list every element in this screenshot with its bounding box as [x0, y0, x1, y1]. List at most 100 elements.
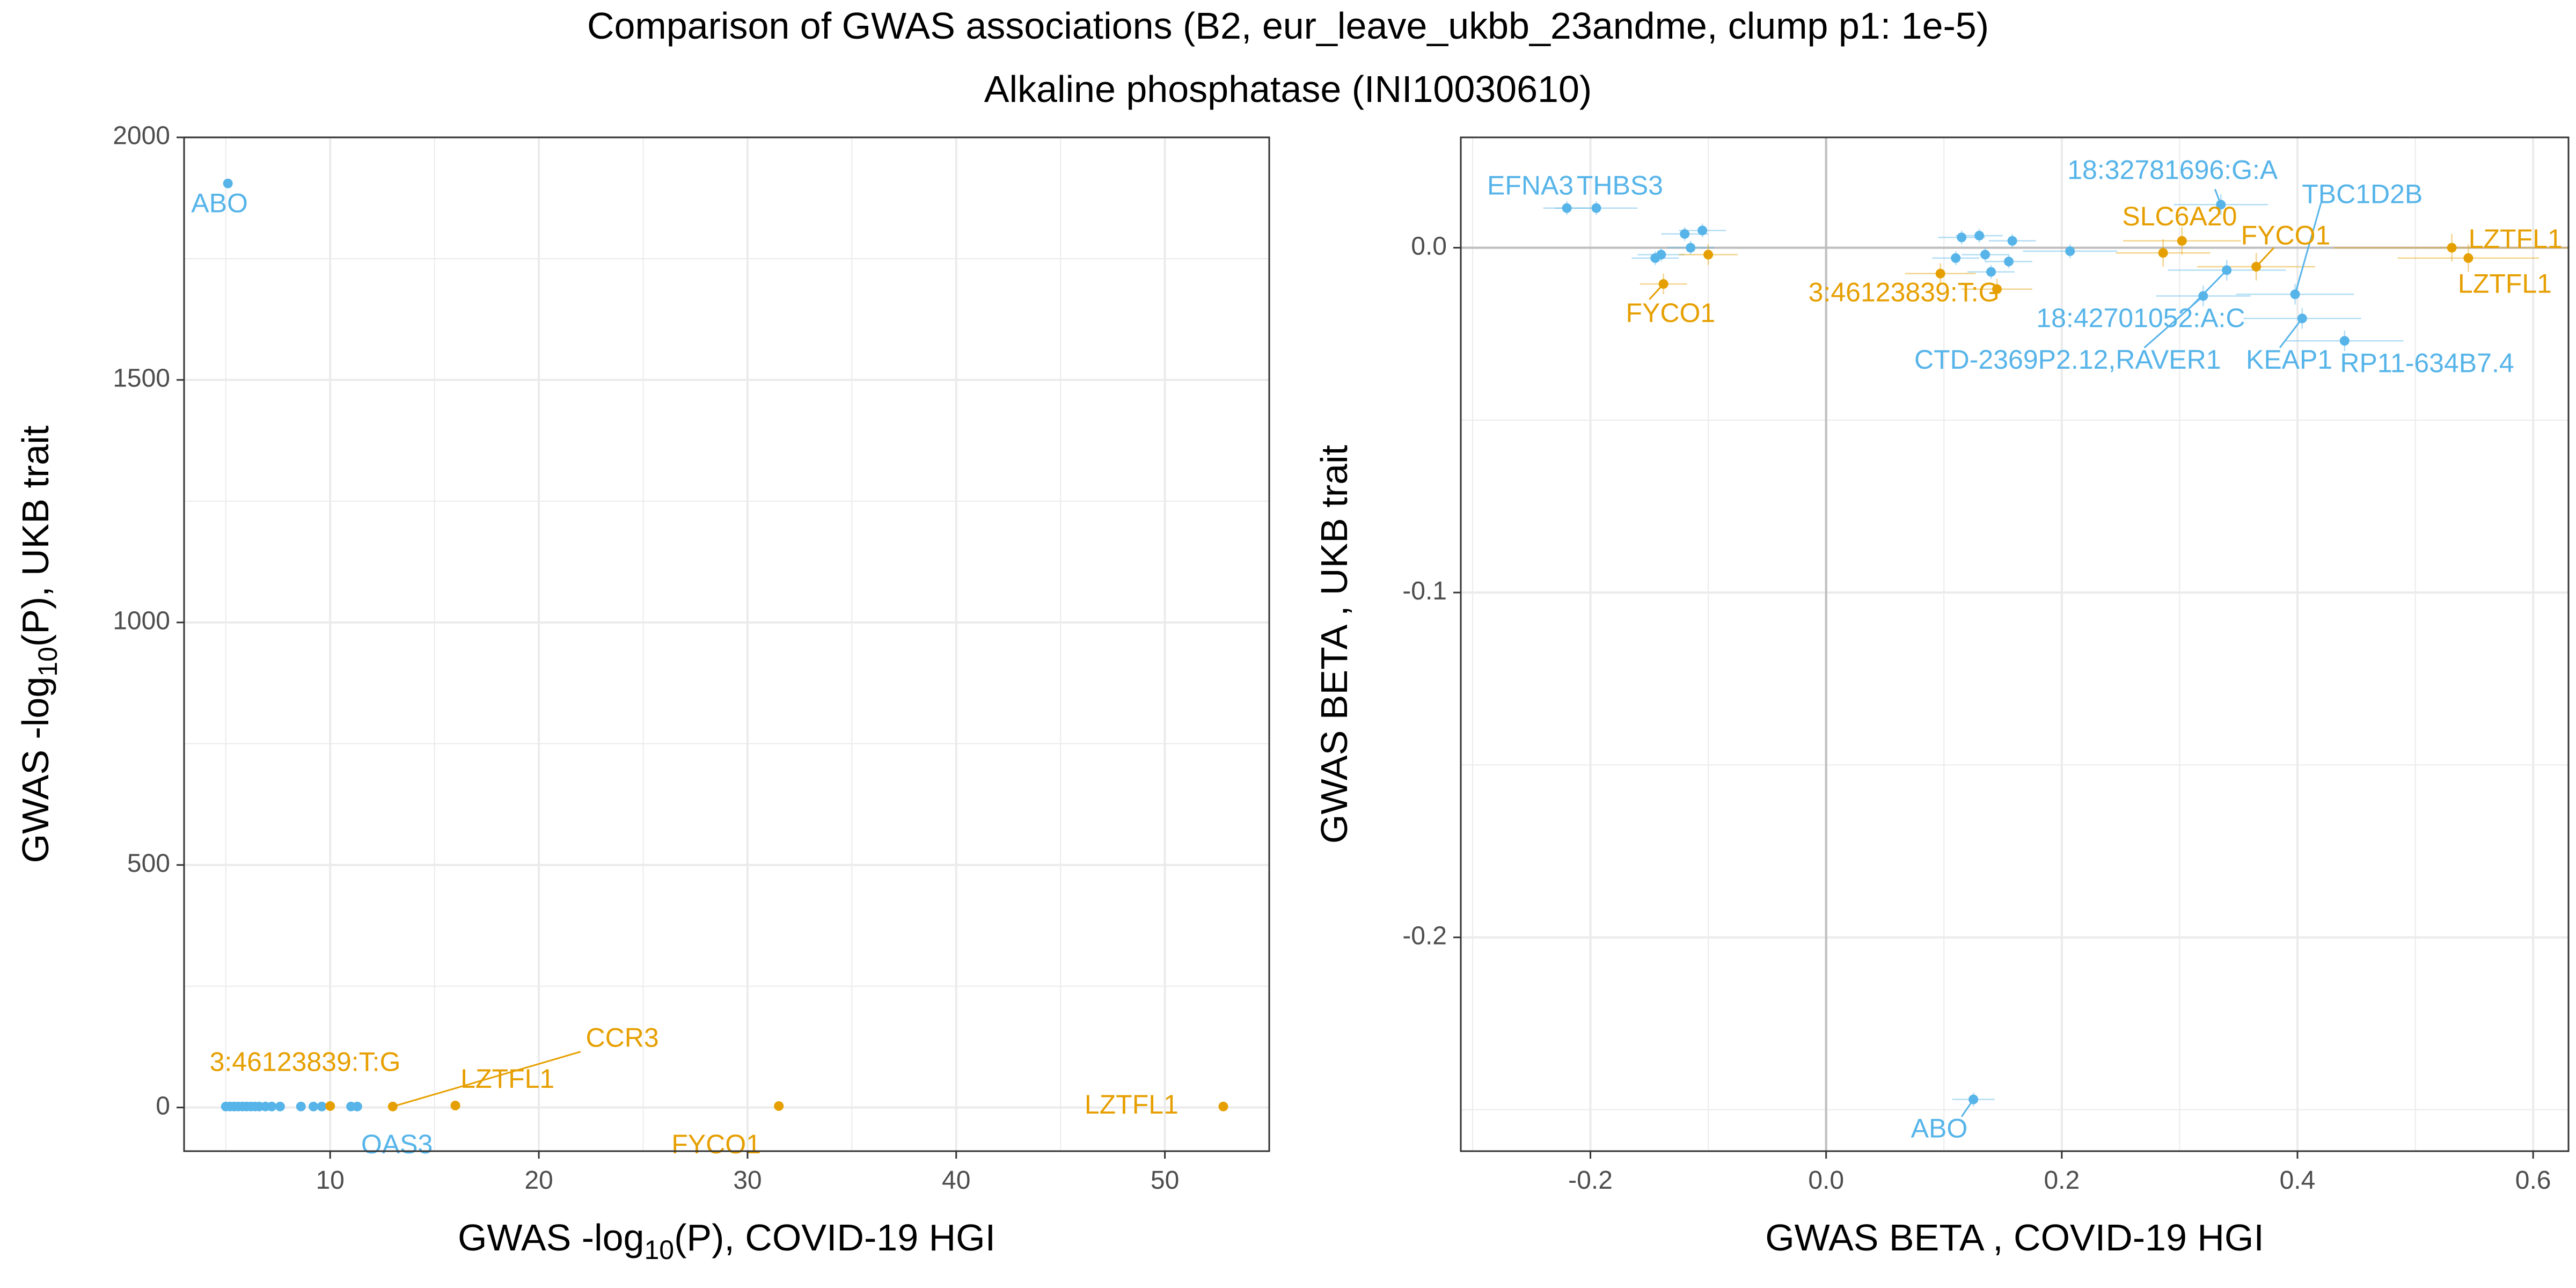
x-axis-title: GWAS BETA , COVID-19 HGI — [1765, 1217, 2264, 1258]
y-tick-label: 0 — [156, 1092, 170, 1120]
point-label: FYCO1 — [1626, 298, 1715, 328]
data-point — [2158, 248, 2168, 258]
x-tick-label: -0.2 — [1568, 1166, 1613, 1195]
point-label: SLC6A20 — [2122, 201, 2237, 231]
x-tick-label: 10 — [316, 1166, 344, 1195]
y-axis-title: GWAS BETA , UKB trait — [1313, 445, 1355, 844]
point-label: CTD-2369P2.12,RAVER1 — [1914, 345, 2221, 375]
point-label: KEAP1 — [2246, 345, 2332, 375]
point-label: EFNA3 — [1487, 170, 1574, 200]
y-tick-label: 500 — [127, 849, 170, 877]
point-label: ABO — [1911, 1114, 1968, 1144]
y-axis-title-subscript: 10 — [33, 647, 63, 677]
x-tick-label: 30 — [733, 1166, 762, 1195]
y-tick-label: 0.0 — [1411, 232, 1447, 260]
data-point — [1957, 232, 1967, 243]
data-point — [2216, 200, 2226, 210]
data-point — [1680, 229, 1690, 239]
label-leader-line — [2143, 295, 2204, 349]
data-point — [1980, 250, 1990, 260]
x-tick-label: 40 — [942, 1166, 970, 1195]
data-point — [2463, 253, 2473, 263]
data-point — [1986, 267, 1996, 277]
data-point — [2297, 313, 2307, 324]
data-point — [223, 178, 233, 188]
data-point — [2177, 236, 2187, 246]
data-point — [1562, 203, 1572, 213]
data-point — [309, 1101, 319, 1111]
panel-pvalue-scatter: ABO OAS3 3:46123839:T:G LZTFL1 CCR3 FYCO1 LZTF… — [14, 122, 1270, 1265]
point-label: 18:42701052:A:C — [2036, 303, 2245, 333]
data-point — [1658, 279, 1668, 289]
x-tick-label: 0.4 — [2280, 1166, 2316, 1195]
point-label: LZTFL1 — [1085, 1089, 1179, 1119]
data-point — [1591, 203, 1601, 213]
x-axis-title: GWAS -log10(P), COVID-19 HGI — [458, 1217, 996, 1265]
x-axis-title-subscript: 10 — [644, 1235, 674, 1265]
point-label: LZTFL1 — [460, 1064, 554, 1094]
point-label: FYCO1 — [671, 1129, 761, 1159]
data-point — [1968, 1094, 1979, 1104]
x-tick-label: 20 — [524, 1166, 553, 1195]
data-point — [2004, 257, 2014, 267]
point-label: 3:46123839:T:G — [1809, 277, 2000, 308]
x-tick-label: 0.6 — [2515, 1166, 2551, 1195]
y-tick-label: 1000 — [113, 606, 170, 635]
point-label: ABO — [191, 188, 248, 218]
y-axis-title: GWAS -log10(P), UKB trait — [14, 426, 63, 863]
chart-title: Comparison of GWAS associations (B2, eur… — [587, 5, 1989, 47]
data-point — [774, 1101, 784, 1111]
y-tick-label: 2000 — [113, 122, 170, 150]
x-axis-title-text: GWAS -log — [458, 1217, 644, 1258]
panel-border — [1460, 136, 2570, 1152]
y-tick-label: -0.1 — [1402, 577, 1447, 605]
data-point — [1935, 268, 1945, 279]
label-leader-line — [2294, 202, 2322, 295]
point-label: RP11-634B7.4 — [2340, 348, 2514, 378]
y-axis-title-text: GWAS BETA , UKB trait — [1313, 445, 1355, 844]
point-label: LZTFL1 — [2469, 224, 2563, 254]
panel-border — [183, 136, 1270, 1152]
x-tick-label: 50 — [1151, 1166, 1179, 1195]
data-point — [267, 1101, 277, 1111]
data-point — [275, 1101, 285, 1111]
data-point — [325, 1101, 335, 1111]
point-label: 18:32781696:G:A — [2067, 155, 2278, 185]
y-tick-label: -0.2 — [1402, 921, 1447, 950]
data-point — [2251, 261, 2262, 272]
label-leader-line — [2279, 318, 2303, 348]
point-label: THBS3 — [1577, 170, 1663, 200]
data-point — [1697, 225, 1708, 236]
point-label: TBC1D2B — [2302, 179, 2423, 209]
x-axis-title-text: GWAS BETA , COVID-19 HGI — [1765, 1217, 2264, 1258]
data-point — [2290, 289, 2300, 299]
data-point — [1992, 284, 2002, 294]
data-point — [352, 1101, 362, 1111]
point-label: LZTFL1 — [2458, 268, 2552, 298]
panel-beta-scatter: EFNA3 THBS3 18:32781696:G:A TBC1D2B 18:42701… — [1313, 136, 2570, 1258]
data-point — [1974, 231, 1985, 241]
point-label: OAS3 — [361, 1129, 433, 1159]
x-tick-label: 0.0 — [1808, 1166, 1844, 1195]
y-axis-title-text: GWAS -log — [14, 677, 56, 863]
data-point — [1656, 250, 1666, 260]
data-point — [1703, 250, 1714, 260]
data-point — [1951, 253, 1961, 263]
data-point — [2447, 243, 2457, 253]
chart-subtitle: Alkaline phosphatase (INI10030610) — [984, 68, 1592, 110]
point-label: FYCO1 — [2241, 221, 2331, 251]
point-label: 3:46123839:T:G — [210, 1047, 401, 1077]
data-point — [2007, 236, 2017, 246]
data-point — [2198, 291, 2208, 301]
y-tick-label: 1500 — [113, 364, 170, 393]
data-point — [387, 1101, 398, 1111]
x-tick-label: 0.2 — [2044, 1166, 2080, 1195]
data-point — [1218, 1101, 1228, 1111]
x-axis-title-text-suffix: (P), COVID-19 HGI — [674, 1217, 996, 1258]
y-axis-title-text-suffix: (P), UKB trait — [14, 426, 56, 647]
label-leader-line — [392, 1051, 581, 1108]
data-point — [296, 1101, 306, 1111]
data-point — [2065, 246, 2075, 257]
data-point — [450, 1101, 460, 1111]
